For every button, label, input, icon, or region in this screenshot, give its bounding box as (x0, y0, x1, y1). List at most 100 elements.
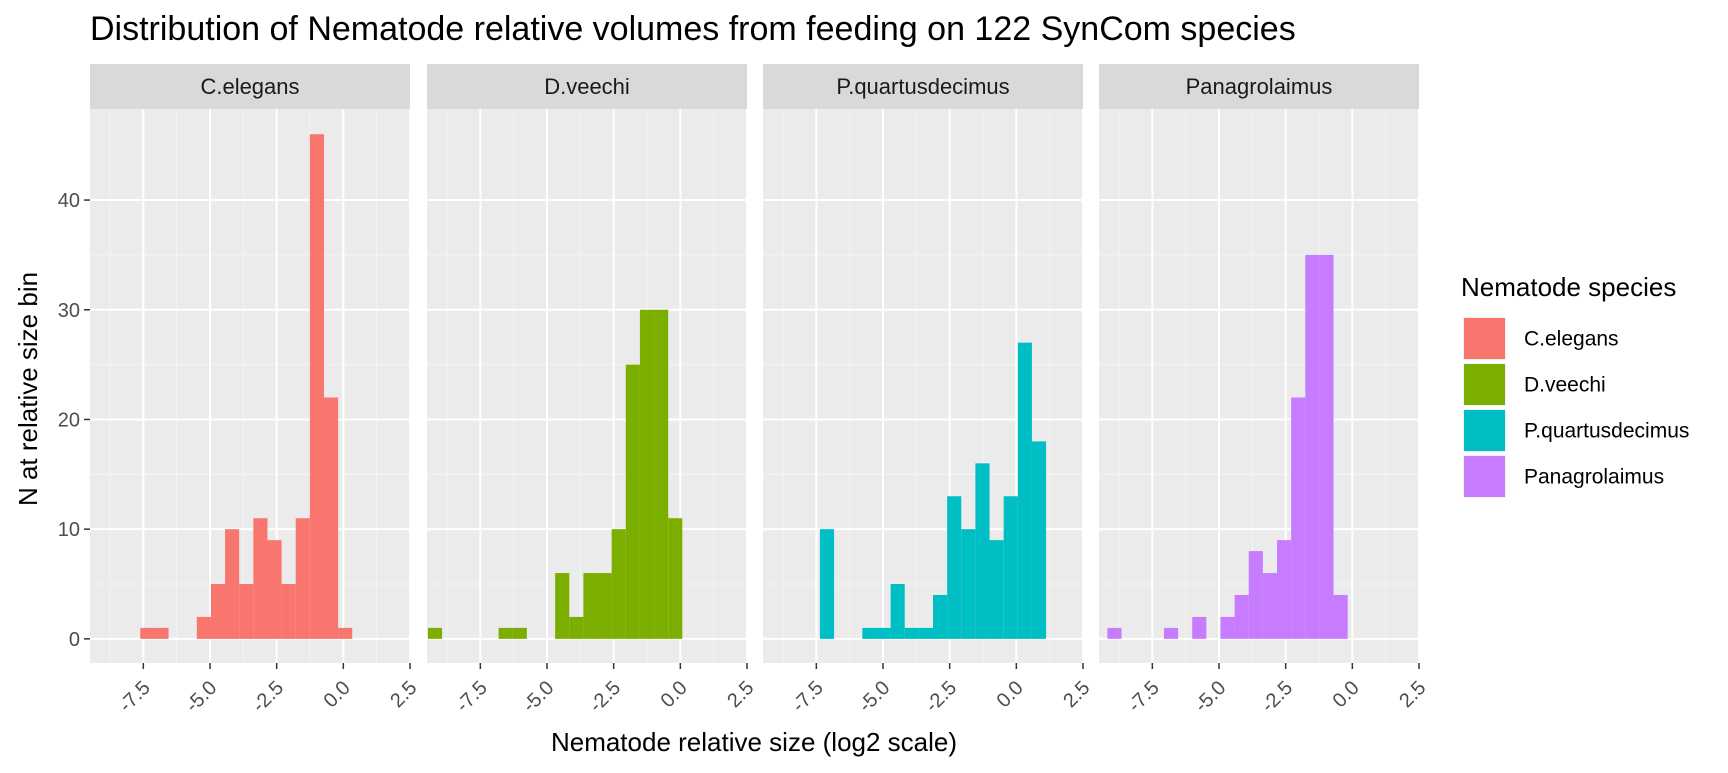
y-axis-title: N at relative size bin (13, 272, 43, 506)
x-tick-label: -2.5 (921, 677, 961, 717)
x-tick-label: 0.0 (320, 677, 355, 712)
histogram-bar (210, 584, 226, 639)
histogram-bar (1234, 594, 1249, 639)
histogram-bar (267, 540, 282, 639)
histogram-bar (947, 496, 962, 639)
facet-strip (1099, 64, 1419, 109)
facet-strip (763, 64, 1083, 109)
x-tick-label: -5.0 (182, 677, 222, 717)
facet-strip (90, 64, 410, 109)
histogram-bar (1248, 551, 1263, 639)
x-tick-label: 0.0 (993, 677, 1028, 712)
histogram-bar (654, 309, 669, 639)
x-tick-label: -5.0 (855, 677, 895, 717)
x-tick-label: 0.0 (657, 677, 692, 712)
facet-panel-2: P.quartusdecimus -7.5 -5.0 -2.5 0.0 2.5 (763, 64, 1094, 717)
legend-title: Nematode species (1461, 272, 1676, 302)
x-tick-label: 2.5 (1059, 677, 1094, 712)
legend-swatch (1464, 456, 1505, 497)
histogram-bar (933, 594, 948, 639)
y-tick-label: 10 (58, 519, 80, 541)
x-tick-label: -7.5 (452, 677, 492, 717)
x-tick-label: -2.5 (1257, 677, 1297, 717)
legend-swatch (1464, 364, 1505, 405)
histogram-bar (295, 518, 310, 639)
histogram-bar (569, 616, 584, 639)
histogram-bar (281, 584, 296, 639)
x-tick-label: 0.0 (1329, 677, 1364, 712)
facet-strip-label: Panagrolaimus (1186, 74, 1333, 99)
legend-label: C.elegans (1524, 328, 1619, 351)
histogram-bar (1319, 254, 1334, 639)
x-tick-label: 2.5 (1395, 677, 1430, 712)
x-tick-label: -2.5 (248, 677, 288, 717)
histogram-bar (597, 573, 612, 639)
histogram-bar (1262, 573, 1277, 639)
histogram-bar (625, 364, 640, 639)
histogram-bar (611, 529, 626, 639)
facet-panel-0: C.elegans -7.5 -5.0 -2.5 0.0 2.5 0 10 20 30 40 (58, 64, 421, 717)
histogram-bar (639, 309, 655, 639)
histogram-bar (225, 529, 240, 639)
histogram-bar (309, 134, 324, 639)
histogram-bar (196, 616, 211, 639)
histogram-bar (1003, 496, 1018, 639)
histogram-bar (668, 518, 683, 639)
histogram-bar (1031, 441, 1047, 639)
histogram-bar (1192, 616, 1207, 639)
histogram-bar (975, 463, 990, 639)
facet-panel-1: D.veechi -7.5 -5.0 -2.5 0.0 2.5 (427, 64, 758, 717)
legend-label: Panagrolaimus (1524, 466, 1664, 489)
histogram-bar (239, 584, 254, 639)
histogram-bar (862, 627, 877, 639)
x-tick-label: 2.5 (723, 677, 758, 712)
x-tick-label: -5.0 (519, 677, 559, 717)
facet-strip-label: P.quartusdecimus (836, 74, 1009, 99)
histogram-bar (154, 627, 169, 639)
x-tick-label: -7.5 (788, 677, 828, 717)
x-tick-label: -7.5 (1124, 677, 1164, 717)
histogram-bar (1107, 627, 1122, 639)
y-tick-label: 30 (58, 300, 80, 322)
legend: Nematode species C.elegans D.veechi P.quar… (1461, 272, 1689, 498)
facet-strip (427, 64, 747, 109)
histogram-bar (1277, 540, 1292, 639)
histogram-bar (583, 573, 598, 639)
histogram-bar (890, 584, 905, 639)
x-tick-label: -2.5 (585, 677, 625, 717)
histogram-bar (904, 627, 919, 639)
y-tick-label: 40 (58, 190, 80, 212)
histogram-bar (1305, 254, 1320, 639)
histogram-bar (324, 397, 339, 639)
histogram-bar (961, 529, 976, 639)
histogram-bar (1220, 616, 1235, 639)
histogram-bar (555, 573, 570, 639)
legend-label: P.quartusdecimus (1524, 420, 1689, 443)
legend-swatch (1464, 410, 1505, 451)
y-tick-label: 20 (58, 409, 80, 431)
histogram-bar (989, 540, 1004, 639)
histogram-bar (1163, 627, 1179, 639)
legend-label: D.veechi (1524, 374, 1606, 397)
legend-swatch (1464, 318, 1505, 359)
facet-strip-label: C.elegans (200, 74, 299, 99)
histogram-bar (1333, 594, 1348, 639)
histogram-bar (918, 627, 933, 639)
histogram-bar (338, 627, 353, 639)
x-tick-label: -5.0 (1191, 677, 1231, 717)
histogram-bar (1291, 397, 1306, 639)
histogram-bar (140, 627, 155, 639)
x-axis-title: Nematode relative size (log2 scale) (551, 727, 957, 757)
facet-panels: C.elegans -7.5 -5.0 -2.5 0.0 2.5 0 10 20 30 40 D.ve… (58, 64, 1430, 717)
chart-title: Distribution of Nematode relative volume… (90, 10, 1296, 48)
panel-background (90, 109, 410, 663)
y-tick-label: 0 (69, 629, 80, 651)
histogram-bar (253, 518, 268, 639)
x-tick-label: 2.5 (386, 677, 421, 712)
histogram-bar (498, 627, 513, 639)
facet-strip-label: D.veechi (544, 74, 630, 99)
facet-panel-3: Panagrolaimus -7.5 -5.0 -2.5 0.0 2.5 (1099, 64, 1430, 717)
x-tick-label: -7.5 (115, 677, 155, 717)
